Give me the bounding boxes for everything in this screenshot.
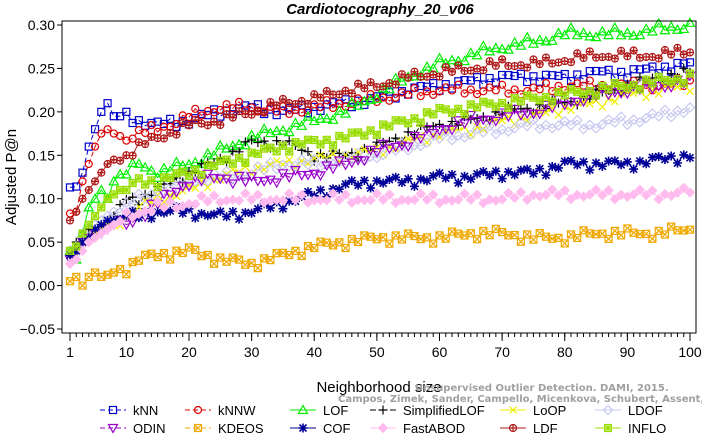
watermark-line-2: Campos, Zimek, Sander, Campello, Micenko… bbox=[338, 394, 702, 405]
y-tick-label: 0.00 bbox=[28, 278, 55, 294]
y-tick-label: 0.30 bbox=[28, 17, 55, 33]
series-points-LDF bbox=[65, 43, 695, 225]
legend-label: LOF bbox=[323, 403, 348, 418]
y-axis-label: Adjusted P@n bbox=[3, 129, 20, 225]
plot-frame bbox=[61, 20, 697, 334]
legend-label: COF bbox=[323, 421, 351, 434]
legend-label: kNN bbox=[133, 403, 158, 418]
legend-label: FastABOD bbox=[403, 421, 465, 434]
legend-item-LDF: LDF bbox=[500, 421, 558, 434]
series-line-LOF bbox=[69, 22, 691, 261]
watermark-line-1: Unsupervised Outlier Detection. DAMI, 20… bbox=[415, 383, 669, 394]
legend-label: LDF bbox=[533, 421, 558, 434]
y-tick-label: 0.20 bbox=[28, 104, 55, 120]
y-tick-label: 0.15 bbox=[28, 147, 55, 163]
legend-label: ODIN bbox=[133, 421, 166, 434]
legend-item-SimplifiedLOF: SimplifiedLOF bbox=[370, 403, 485, 418]
x-tick-label: 30 bbox=[244, 344, 260, 360]
x-tick-label: 60 bbox=[432, 344, 448, 360]
x-tick-label: 1 bbox=[66, 344, 74, 360]
legend-item-INFLO: INFLO bbox=[595, 421, 666, 434]
y-tick-label: 0.05 bbox=[28, 234, 55, 250]
legend: kNN kNNW LOF SimplifiedLOF LoOP LDOF ODIN KDEOS… bbox=[100, 403, 666, 434]
legend-item-KDEOS: KDEOS bbox=[185, 421, 264, 434]
x-tick-label: 70 bbox=[494, 344, 510, 360]
legend-item-kNNW: kNNW bbox=[185, 403, 256, 418]
series-points-INFLO bbox=[65, 69, 695, 255]
legend-item-LDOF: LDOF bbox=[595, 403, 663, 418]
x-axis: 1 10 20 30 40 50 60 70 80 90 100 bbox=[66, 333, 702, 360]
legend-item-kNN: kNN bbox=[100, 403, 158, 418]
legend-label: LoOP bbox=[533, 403, 566, 418]
y-tick-label: 0.25 bbox=[28, 60, 55, 76]
x-axis-label: Neighborhood size bbox=[316, 379, 441, 396]
legend-item-COF: COF bbox=[290, 421, 351, 434]
y-axis: −0.05 0.00 0.05 0.10 0.15 0.20 0.25 0.30 bbox=[20, 17, 62, 337]
legend-item-LoOP: LoOP bbox=[500, 403, 566, 418]
legend-item-ODIN: ODIN bbox=[100, 421, 166, 434]
legend-label: kNNW bbox=[218, 403, 256, 418]
y-tick-label: −0.05 bbox=[20, 321, 56, 337]
legend-label: INFLO bbox=[628, 421, 666, 434]
legend-label: SimplifiedLOF bbox=[403, 403, 485, 418]
x-tick-label: 40 bbox=[306, 344, 322, 360]
x-tick-label: 100 bbox=[678, 344, 702, 360]
series-points-KDEOS bbox=[65, 222, 695, 290]
legend-item-FastABOD: FastABOD bbox=[370, 421, 465, 434]
x-tick-label: 80 bbox=[557, 344, 573, 360]
legend-item-LOF: LOF bbox=[290, 403, 348, 418]
series-points-COF bbox=[65, 150, 695, 260]
chart-title: Cardiotocography_20_v06 bbox=[286, 1, 474, 18]
y-tick-label: 0.10 bbox=[28, 191, 55, 207]
x-tick-label: 10 bbox=[119, 344, 135, 360]
legend-label: KDEOS bbox=[218, 421, 264, 434]
x-tick-label: 90 bbox=[620, 344, 636, 360]
series-points-FastABOD bbox=[64, 182, 696, 270]
plot-points bbox=[64, 17, 696, 290]
x-tick-label: 50 bbox=[369, 344, 385, 360]
x-tick-label: 20 bbox=[181, 344, 197, 360]
legend-label: LDOF bbox=[628, 403, 663, 418]
series-points-kNNW bbox=[65, 74, 695, 218]
